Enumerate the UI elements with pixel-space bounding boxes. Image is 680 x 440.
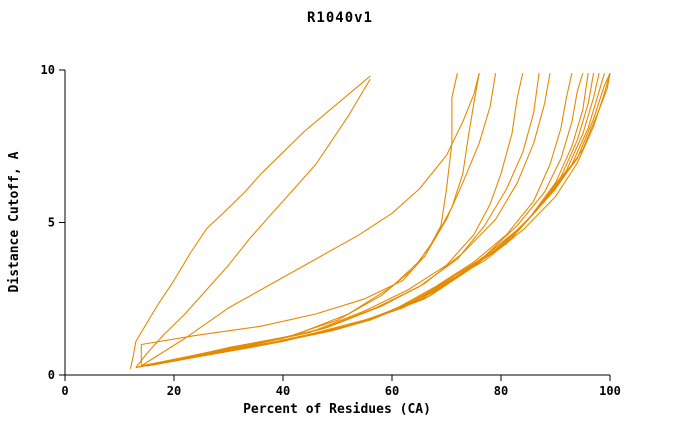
y-tick-label: 5 bbox=[48, 216, 55, 230]
model-curve-curve-17 bbox=[135, 72, 611, 368]
model-curve-curve-14 bbox=[146, 72, 606, 367]
x-tick-label: 60 bbox=[385, 384, 399, 398]
y-axis-ticks: 0 5 10 bbox=[41, 63, 65, 382]
x-tick-label: 100 bbox=[599, 384, 621, 398]
x-axis-label: Percent of Residues (CA) bbox=[243, 402, 431, 417]
chart-title: R1040v1 bbox=[307, 10, 373, 26]
x-axis-ticks: 0 20 40 60 80 100 bbox=[61, 375, 621, 398]
model-curve-curve-02 bbox=[135, 78, 371, 368]
axes: 0 20 40 60 80 100 0 5 10 bbox=[41, 63, 621, 398]
x-tick-label: 0 bbox=[61, 384, 68, 398]
x-tick-label: 80 bbox=[494, 384, 508, 398]
model-curve-curve-03 bbox=[140, 72, 458, 366]
model-curve-curve-07 bbox=[146, 73, 540, 367]
model-curve-curve-18 bbox=[141, 72, 480, 367]
model-curve-curve-13 bbox=[146, 72, 600, 367]
y-tick-label: 0 bbox=[48, 368, 55, 382]
model-curve-curve-08 bbox=[141, 73, 551, 368]
x-tick-label: 20 bbox=[167, 384, 181, 398]
model-curve-curve-04 bbox=[141, 73, 480, 367]
y-axis-label: Distance Cutoff, A bbox=[7, 151, 22, 292]
model-curve-curve-01 bbox=[129, 75, 371, 370]
curve-series-group bbox=[129, 72, 611, 370]
x-tick-label: 40 bbox=[276, 384, 290, 398]
y-tick-label: 10 bbox=[41, 63, 55, 77]
